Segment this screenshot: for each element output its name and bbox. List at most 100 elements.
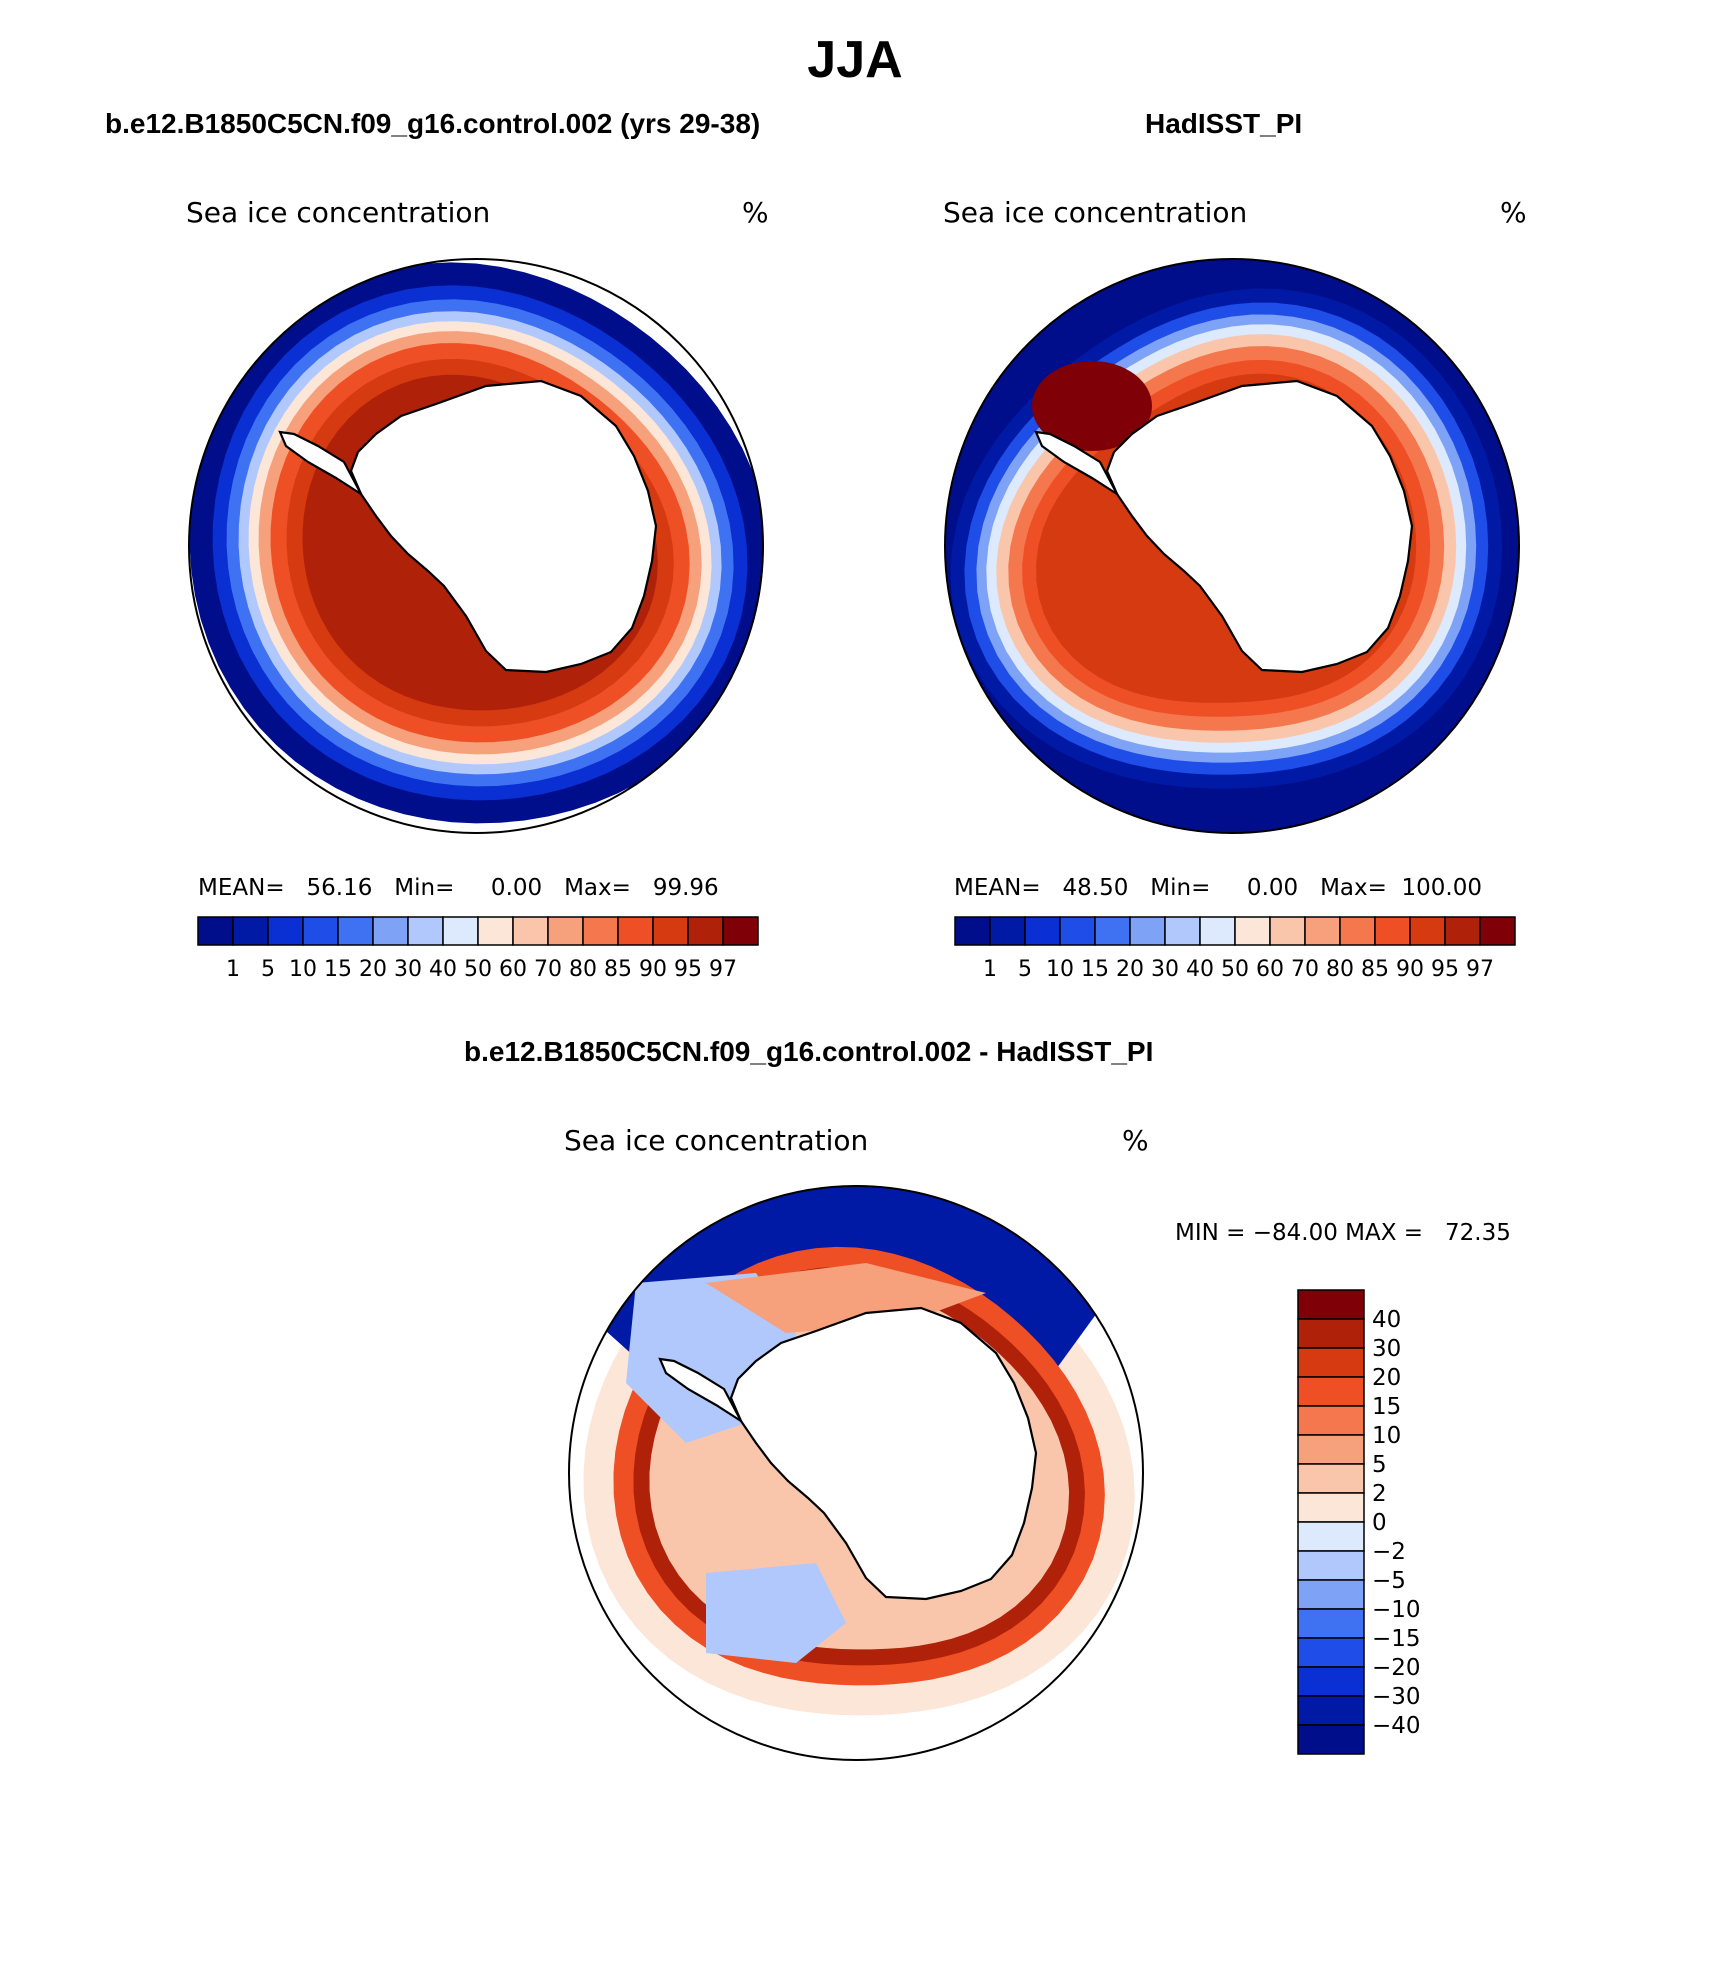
colorbar-box (954, 916, 991, 946)
colorbar-tick-label: 85 (604, 957, 632, 982)
colorbar-box (1339, 916, 1376, 946)
colorbar-box (547, 916, 584, 946)
colorbar-box (1059, 916, 1096, 946)
colorbar-box (1164, 916, 1201, 946)
colorbar-tick-label: −5 (1372, 1568, 1406, 1594)
colorbar-box (1297, 1608, 1365, 1639)
colorbar-box (1374, 916, 1411, 946)
colorbar-tick-label: 50 (1221, 957, 1249, 982)
colorbar-tick-label: 97 (1466, 957, 1494, 982)
colorbar-box (1199, 916, 1236, 946)
colorbar-tick-label: 5 (1018, 957, 1032, 982)
colorbar-tick-label: 90 (1396, 957, 1424, 982)
colorbar-box (652, 916, 689, 946)
panel-2-colorbar (954, 916, 1516, 946)
colorbar-box (617, 916, 654, 946)
colorbar-box (1297, 1318, 1365, 1349)
colorbar-box (582, 916, 619, 946)
colorbar-tick-label: 1 (983, 957, 997, 982)
colorbar-tick-label: 30 (1372, 1336, 1401, 1362)
colorbar-tick-label: 80 (569, 957, 597, 982)
diff-stats: MIN = −84.00 MAX = 72.35 (1175, 1220, 1511, 1246)
panel-2-map (944, 258, 1520, 834)
colorbar-tick-label: 95 (674, 957, 702, 982)
colorbar-tick-label: 85 (1361, 957, 1389, 982)
colorbar-tick-label: 40 (1186, 957, 1214, 982)
colorbar-tick-label: −10 (1372, 1597, 1421, 1623)
peninsula-coastline (1034, 430, 1120, 498)
colorbar-tick-label: 97 (709, 957, 737, 982)
colorbar-tick-label: 10 (1046, 957, 1074, 982)
colorbar-box (372, 916, 409, 946)
colorbar-box (1297, 1724, 1365, 1755)
colorbar-box (442, 916, 479, 946)
colorbar-box (687, 916, 724, 946)
panel-1-map (188, 258, 764, 834)
colorbar-box (1297, 1492, 1365, 1523)
figure-title: JJA (807, 31, 903, 89)
panel-2-colorbar-ticks: 1 5 10 15 20 30 40 50 60 70 80 85 90 95 97 (983, 957, 1494, 982)
colorbar-box (1024, 916, 1061, 946)
colorbar-box (1297, 1579, 1365, 1610)
colorbar-tick-label: 60 (1256, 957, 1284, 982)
colorbar-box (1297, 1463, 1365, 1494)
colorbar-tick-label: 20 (1372, 1365, 1401, 1391)
colorbar-tick-label: 5 (261, 957, 275, 982)
diff-units: % (1122, 1124, 1149, 1157)
colorbar-box (232, 916, 269, 946)
peninsula-coastline (278, 430, 364, 498)
colorbar-box (477, 916, 514, 946)
colorbar-tick-label: 70 (534, 957, 562, 982)
colorbar-box (1269, 916, 1306, 946)
colorbar-tick-label: 60 (499, 957, 527, 982)
colorbar-box (989, 916, 1026, 946)
colorbar-box (1479, 916, 1516, 946)
map-boundary (944, 258, 1520, 834)
colorbar-box (1094, 916, 1131, 946)
peninsula-coastline (658, 1357, 744, 1425)
colorbar-tick-label: 40 (429, 957, 457, 982)
colorbar-box (1234, 916, 1271, 946)
colorbar-tick-label: 50 (464, 957, 492, 982)
colorbar-tick-label: 95 (1431, 957, 1459, 982)
colorbar-tick-label: 0 (1372, 1510, 1387, 1536)
colorbar-tick-label: 20 (359, 957, 387, 982)
colorbar-box (1297, 1666, 1365, 1697)
colorbar-tick-label: −40 (1372, 1713, 1421, 1739)
colorbar-tick-label: −2 (1372, 1539, 1406, 1565)
colorbar-tick-label: −30 (1372, 1684, 1421, 1710)
colorbar-box (267, 916, 304, 946)
colorbar-tick-label: 1 (226, 957, 240, 982)
colorbar-box (1297, 1405, 1365, 1436)
colorbar-tick-label: 15 (1372, 1394, 1401, 1420)
diff-map (568, 1185, 1144, 1761)
panel-1-title: b.e12.B1850C5CN.f09_g16.control.002 (yrs… (105, 108, 761, 139)
difference-band (706, 1563, 846, 1663)
colorbar-box (302, 916, 339, 946)
diff-field-label: Sea ice concentration (564, 1124, 869, 1157)
colorbar-box (1129, 916, 1166, 946)
colorbar-tick-label: 90 (639, 957, 667, 982)
colorbar-tick-label: 2 (1372, 1481, 1387, 1507)
colorbar-tick-label: 30 (394, 957, 422, 982)
colorbar-box (407, 916, 444, 946)
ice-concentration-band (1032, 361, 1152, 451)
panel-2-title: HadISST_PI (1145, 108, 1303, 139)
colorbar-box (512, 916, 549, 946)
panel-1-field-label: Sea ice concentration (186, 196, 491, 229)
colorbar-box (197, 916, 234, 946)
colorbar-tick-label: 5 (1372, 1452, 1387, 1478)
panel-2-stats: MEAN= 48.50 Min= 0.00 Max= 100.00 (954, 875, 1483, 901)
colorbar-box (1409, 916, 1446, 946)
map-boundary (568, 1185, 1144, 1761)
colorbar-tick-label: 20 (1116, 957, 1144, 982)
panel-2-units: % (1500, 196, 1527, 229)
colorbar-box (1297, 1695, 1365, 1726)
colorbar-tick-label: −15 (1372, 1626, 1421, 1652)
colorbar-tick-label: 10 (1372, 1423, 1401, 1449)
diff-panel-title: b.e12.B1850C5CN.f09_g16.control.002 - Ha… (464, 1036, 1154, 1067)
colorbar-box (1444, 916, 1481, 946)
colorbar-tick-label: 15 (324, 957, 352, 982)
colorbar-box (1297, 1637, 1365, 1668)
